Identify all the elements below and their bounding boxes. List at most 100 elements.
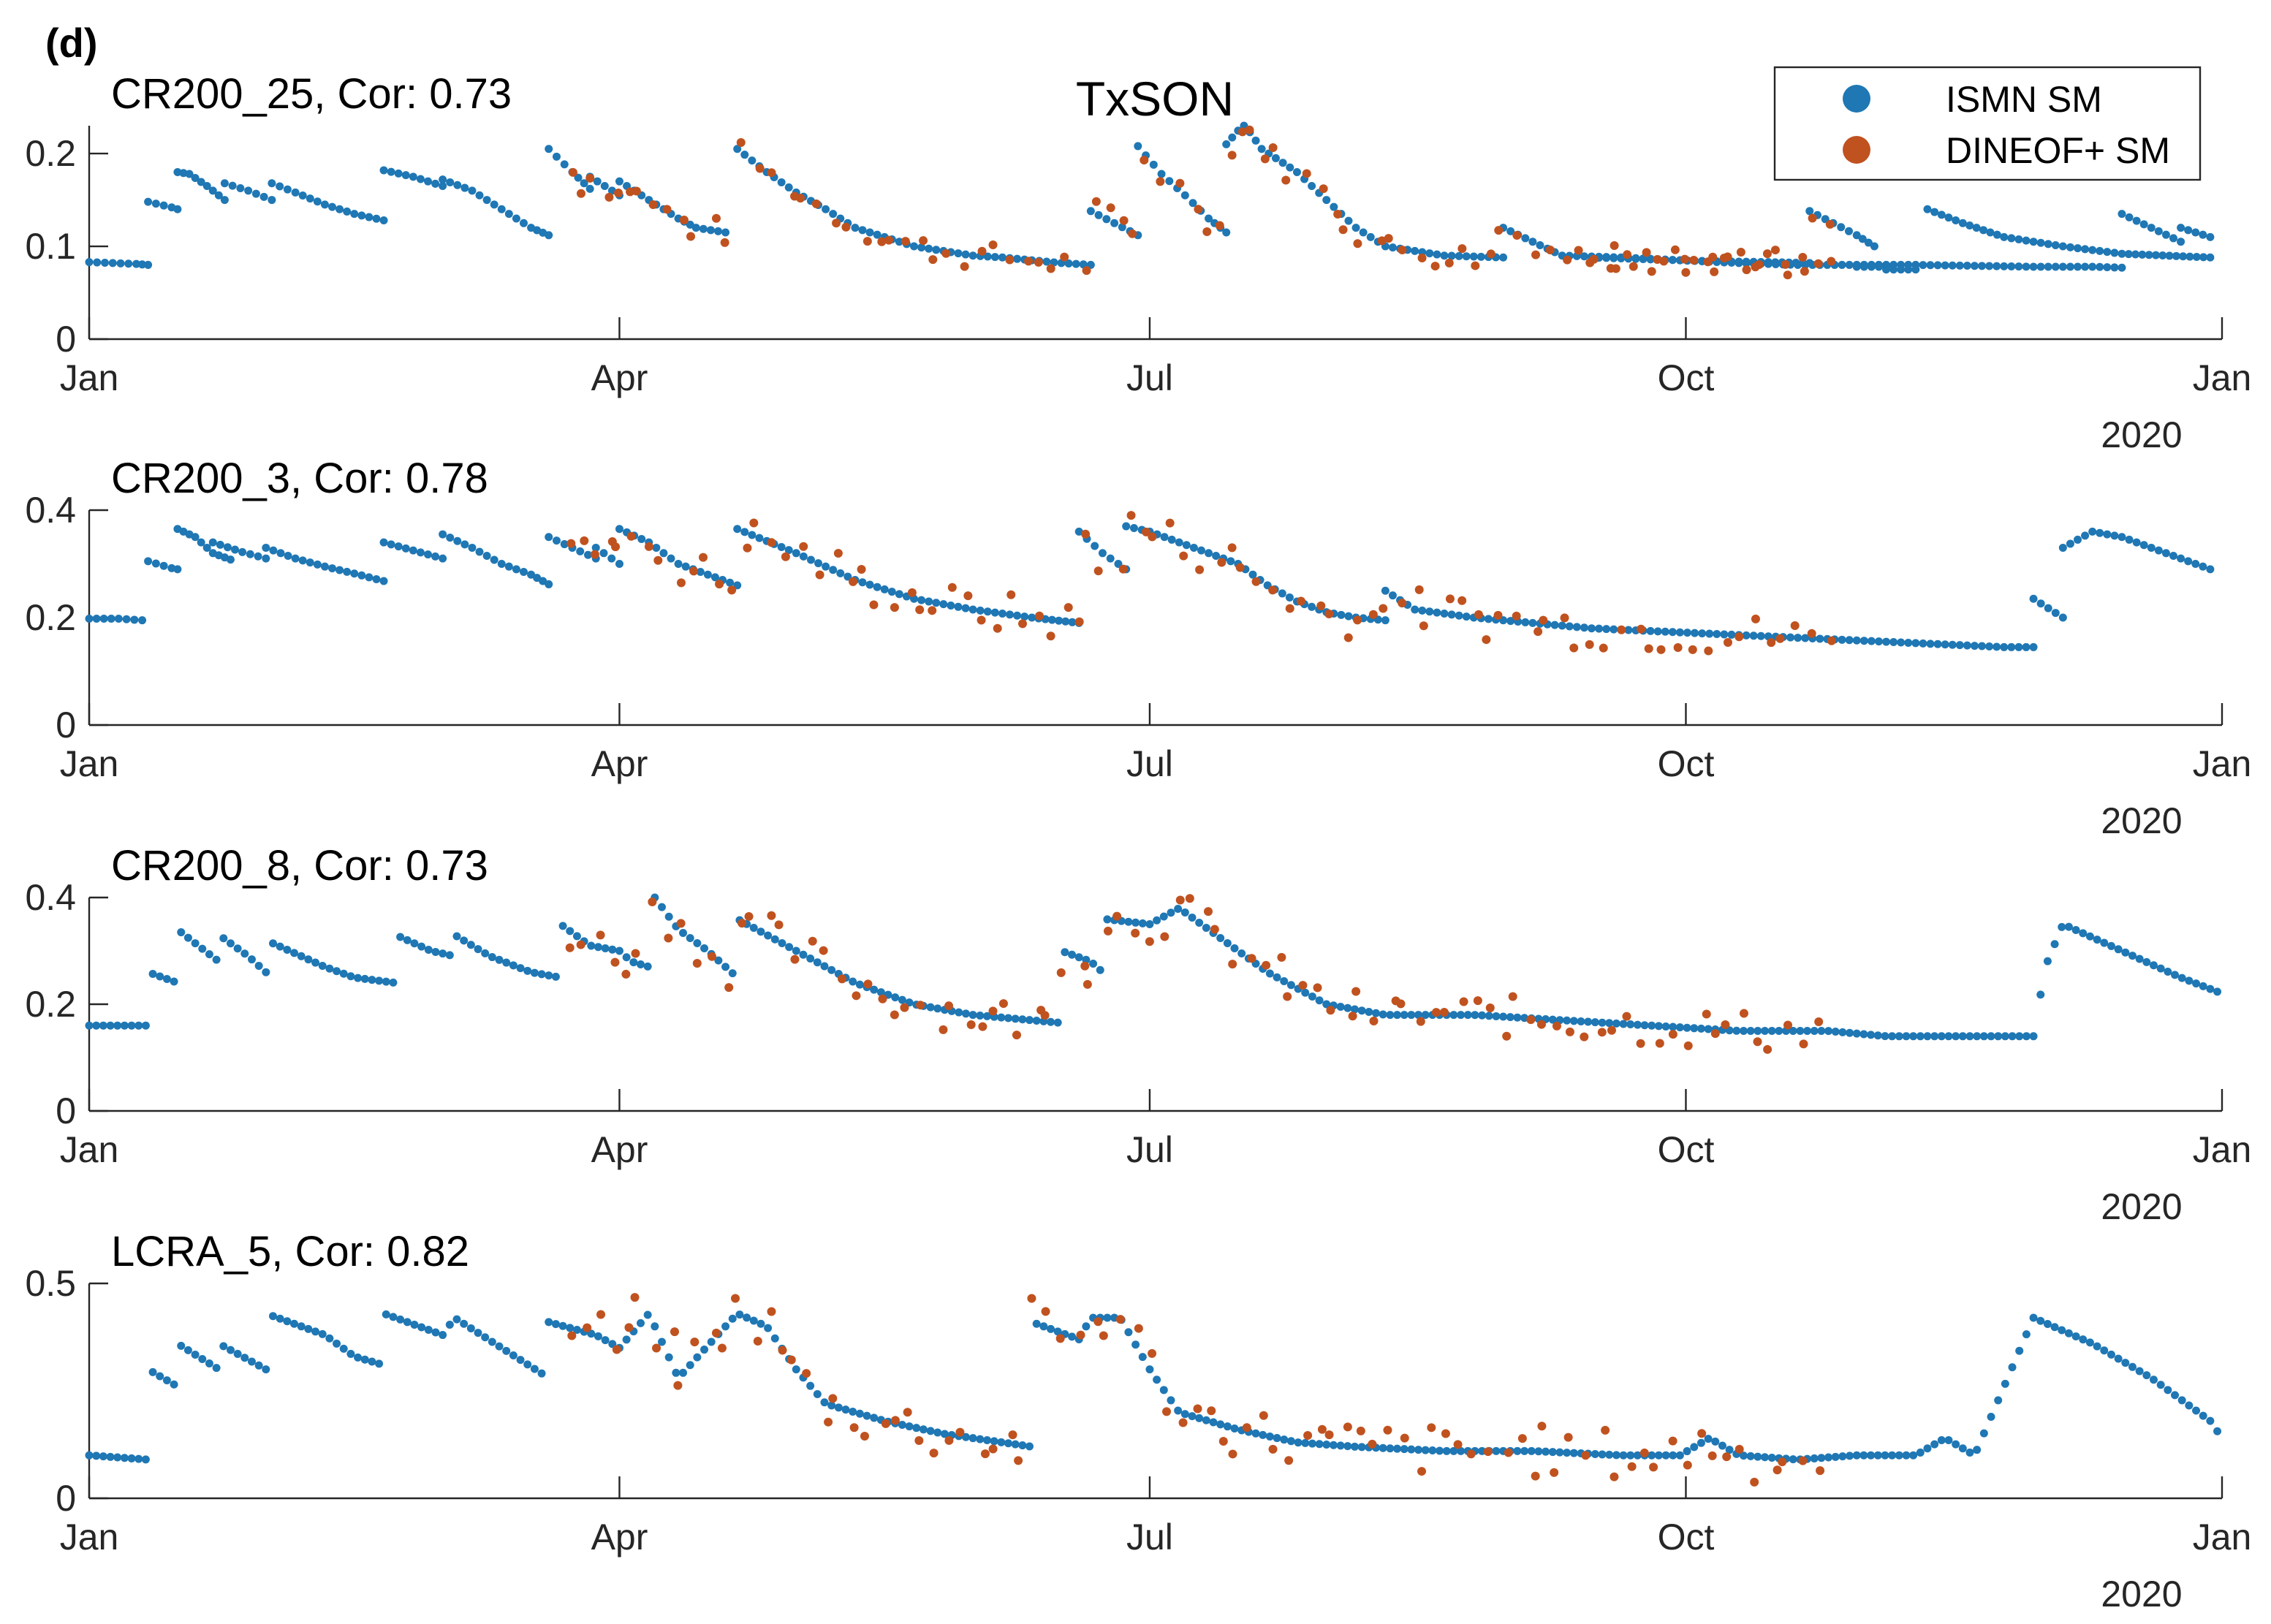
ismn-point — [2058, 922, 2066, 931]
ismn-point — [1580, 623, 1588, 632]
ismn-point — [932, 599, 941, 607]
ismn-point — [1322, 196, 1331, 205]
ismn-point — [1897, 638, 1906, 647]
y-tick-label: 0.4 — [25, 877, 76, 918]
ismn-point — [1265, 1432, 1274, 1441]
ismn-point — [170, 977, 178, 986]
ismn-point — [1739, 1452, 1748, 1460]
ismn-point — [527, 570, 536, 579]
ismn-point — [2022, 1032, 2031, 1041]
ismn-point — [939, 600, 948, 609]
ismn-point — [1174, 1406, 1183, 1415]
dineof-point — [1064, 603, 1073, 612]
ismn-point — [834, 1403, 843, 1412]
dineof-point — [1722, 1452, 1732, 1462]
ismn-point — [1933, 640, 1942, 648]
ismn-point — [335, 205, 344, 213]
ismn-point — [873, 583, 882, 591]
ismn-point — [2044, 240, 2052, 248]
ismn-point — [416, 548, 425, 557]
ismn-point — [1188, 199, 1197, 208]
ismn-point — [318, 961, 327, 970]
ismn-point — [2125, 535, 2134, 544]
ismn-point — [545, 1318, 553, 1327]
ismn-point — [439, 175, 447, 184]
ismn-point — [733, 581, 742, 590]
ismn-point — [1764, 258, 1773, 267]
ismn-point — [523, 966, 532, 975]
ismn-point — [1633, 1020, 1642, 1029]
ismn-point — [1711, 1437, 1720, 1446]
dineof-point — [1083, 979, 1092, 989]
ismn-point — [2066, 262, 2074, 271]
ismn-point — [1816, 634, 1824, 643]
ismn-point — [1499, 1012, 1508, 1021]
ismn-point — [159, 201, 168, 210]
ismn-point — [1705, 629, 1714, 638]
ismn-point — [1993, 230, 2001, 239]
ismn-point — [2191, 560, 2200, 568]
ismn-point — [585, 184, 594, 193]
ismn-point — [1032, 1319, 1041, 1328]
ismn-point — [829, 566, 838, 574]
dineof-point — [1827, 636, 1836, 645]
ismn-point — [1930, 1032, 1939, 1041]
dineof-point — [919, 236, 928, 246]
dineof-point — [1398, 246, 1407, 255]
ismn-point — [637, 535, 646, 544]
ismn-point — [1407, 1445, 1416, 1454]
ismn-point — [898, 1420, 906, 1429]
dineof-point — [1134, 1324, 1143, 1333]
ismn-point — [1864, 238, 1873, 247]
ismn-point — [1020, 612, 1029, 621]
ismn-point — [1888, 1032, 1897, 1041]
ismn-point — [587, 1329, 596, 1338]
dineof-point — [1099, 1331, 1108, 1340]
ismn-point — [325, 964, 334, 973]
dineof-point — [863, 979, 873, 989]
dineof-point — [767, 1307, 776, 1316]
ismn-point — [1265, 969, 1274, 978]
ismn-point — [1292, 167, 1301, 176]
dineof-point — [1203, 907, 1213, 917]
ismn-point — [1357, 1443, 1366, 1452]
ismn-point — [912, 1424, 921, 1433]
ismn-point — [116, 259, 125, 267]
dineof-point — [799, 542, 808, 551]
ismn-point — [2185, 976, 2194, 985]
panel-0: 0 0.1 0.2 Jan Apr Jul Oct Jan 2020 CR200_25, Cor:… — [25, 70, 2251, 455]
dineof-point — [878, 994, 887, 1003]
dineof-point — [566, 539, 576, 548]
ismn-point — [416, 175, 425, 183]
ismn-point — [1742, 257, 1751, 266]
ismn-point — [99, 1452, 107, 1461]
ismn-point — [431, 179, 440, 188]
ismn-point — [2103, 263, 2112, 272]
ismn-point — [1350, 1442, 1359, 1451]
ismn-point — [1548, 1448, 1557, 1457]
dineof-point — [1783, 270, 1792, 280]
ismn-point — [870, 1414, 879, 1422]
ismn-point — [926, 1427, 935, 1435]
ismn-point — [785, 943, 794, 952]
ismn-point — [1094, 210, 1103, 219]
ismn-point — [622, 1335, 631, 1344]
ismn-point — [205, 950, 213, 959]
ismn-point — [212, 955, 221, 964]
dineof-point — [1636, 1039, 1645, 1048]
ismn-point — [1160, 533, 1169, 542]
ismn-point — [1425, 607, 1434, 616]
ismn-point — [2001, 1032, 2009, 1041]
ismn-point — [1944, 1032, 1953, 1041]
ismn-point — [2171, 971, 2180, 979]
ismn-point — [304, 1324, 313, 1333]
ismn-point — [2154, 546, 2163, 555]
ismn-point — [2128, 952, 2137, 960]
dineof-point — [955, 1427, 965, 1437]
ismn-point — [1478, 1011, 1487, 1020]
series-dineof — [565, 894, 1824, 1054]
ismn-point — [1134, 142, 1142, 151]
dineof-point — [1526, 1015, 1536, 1025]
ismn-point — [1118, 223, 1126, 232]
ismn-point — [1251, 1429, 1260, 1438]
